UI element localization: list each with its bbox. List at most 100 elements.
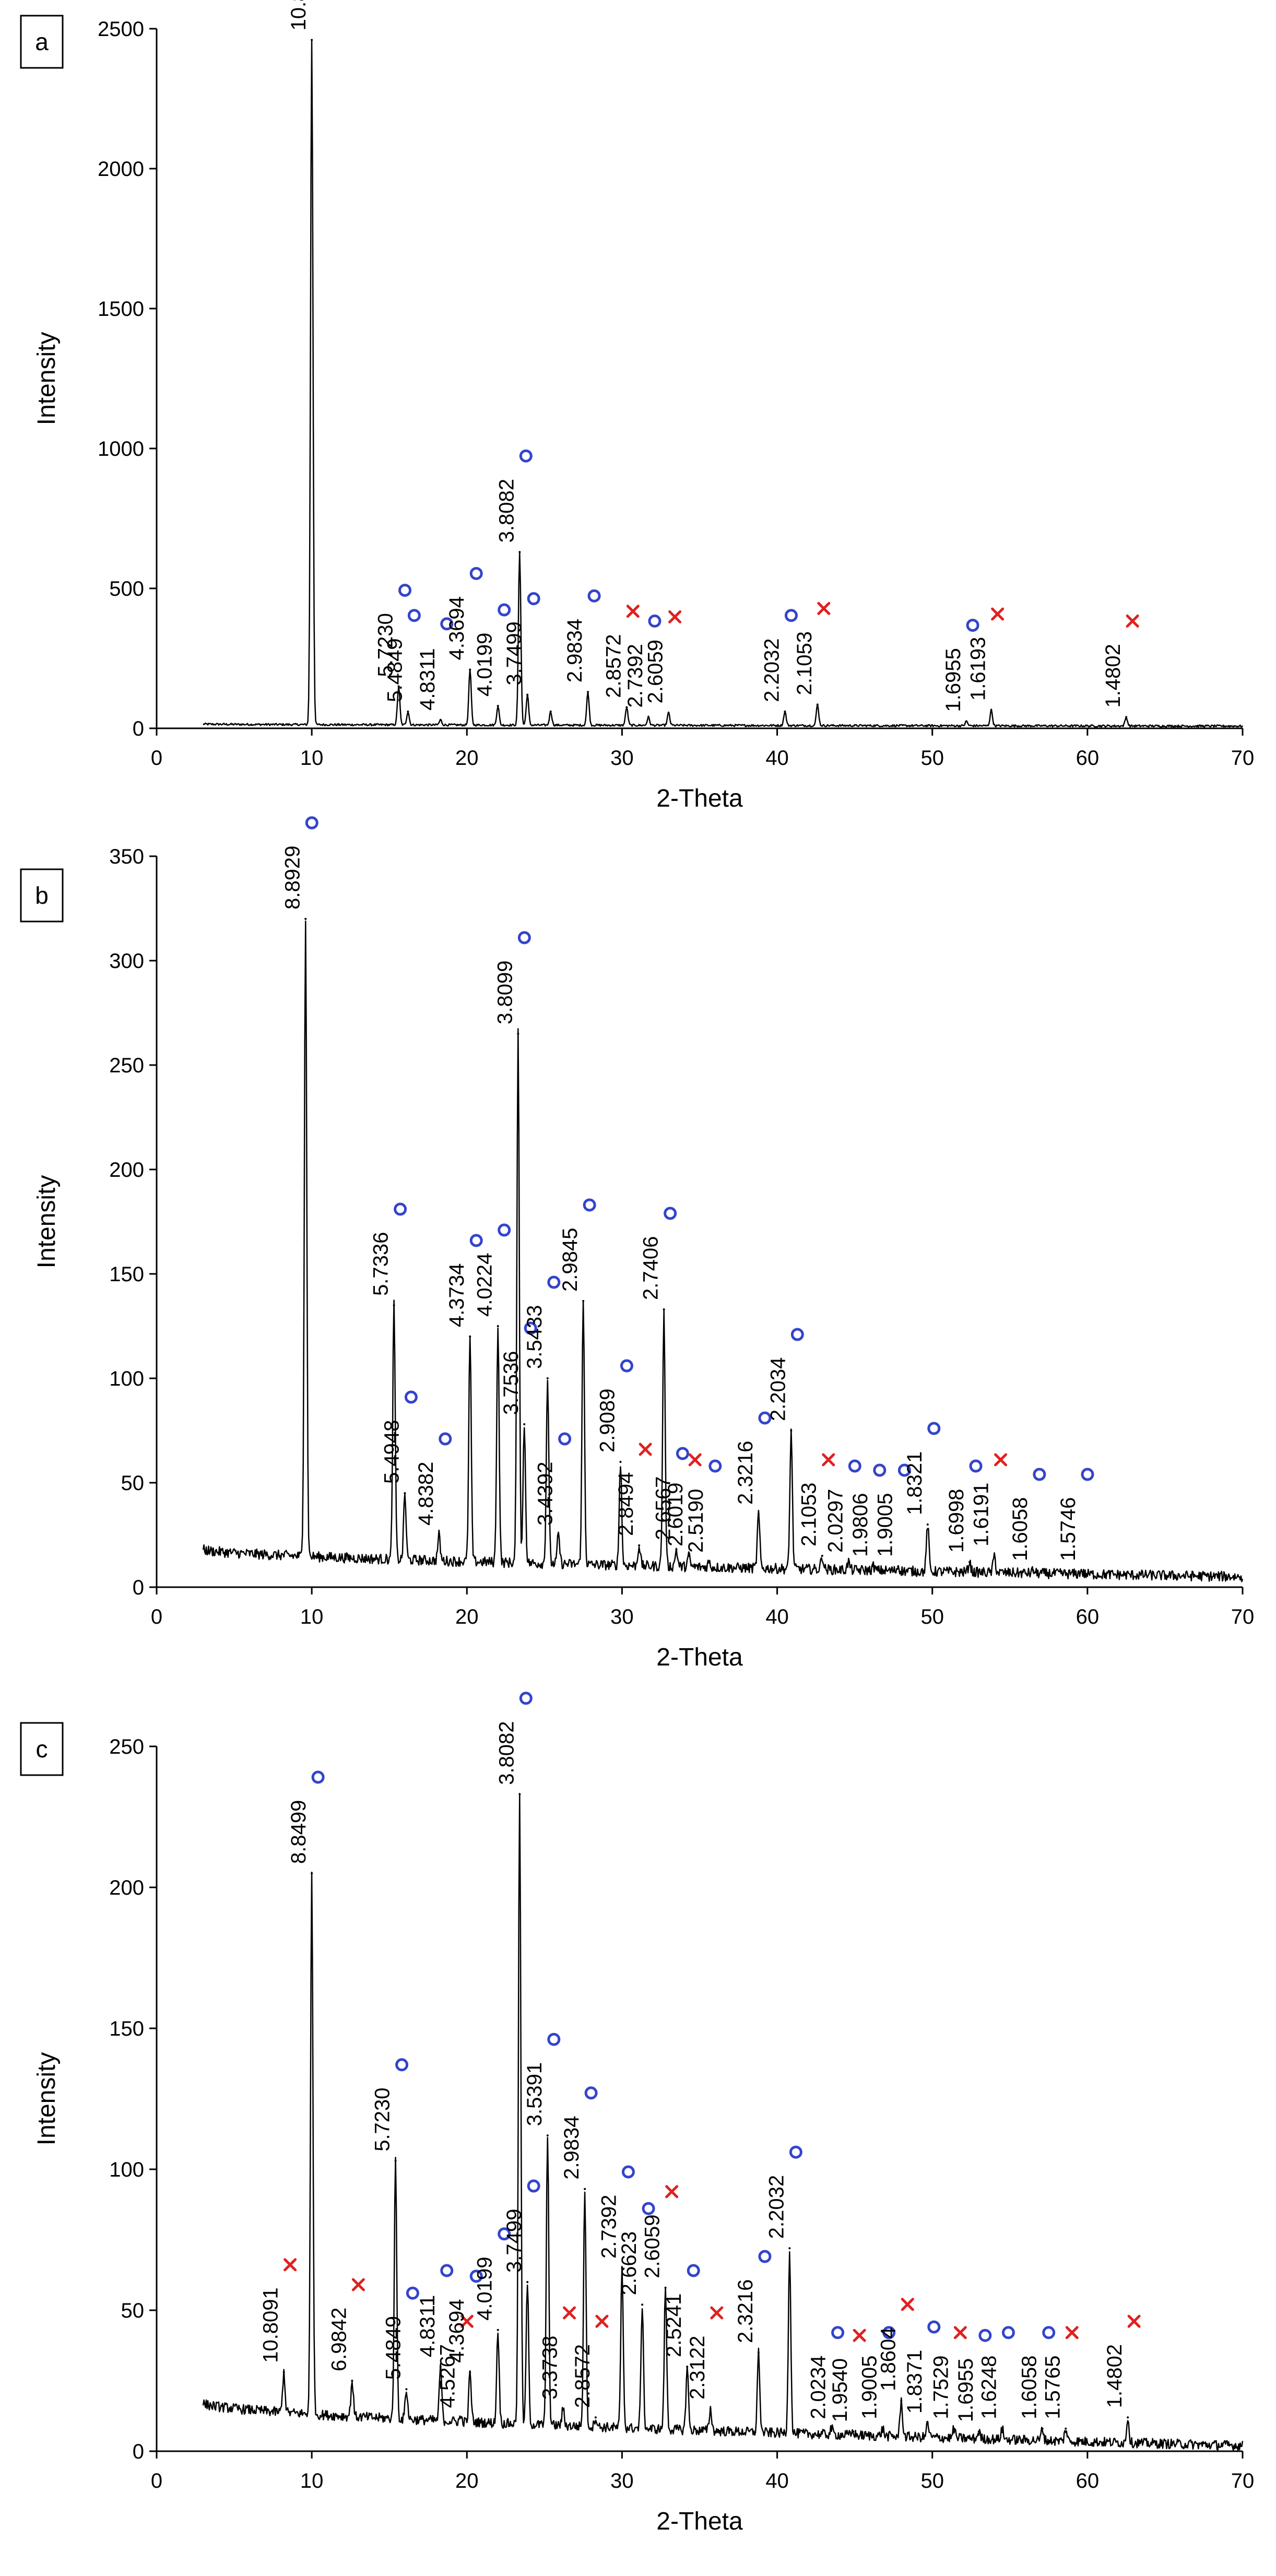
peak-label: 2.1053 (798, 1483, 821, 1546)
peak-label: 4.3694 (445, 2299, 468, 2362)
peak-point (523, 1423, 526, 1425)
peak-point (497, 1325, 499, 1327)
phase-o-marker (469, 2270, 483, 2283)
peak-label: 1.6248 (977, 2355, 1000, 2419)
phase-o-marker (664, 1207, 677, 1220)
x-tick-label: 10 (300, 2469, 324, 2492)
peak-label: 1.6193 (967, 637, 990, 701)
peak-label: 8.8929 (281, 846, 304, 909)
peak-label: 2.5241 (663, 2294, 686, 2357)
peak-label: 4.0199 (474, 633, 497, 696)
y-tick-label: 1500 (98, 298, 144, 321)
phase-o-marker (519, 1692, 533, 1705)
x-axis-title: 2-Theta (656, 2508, 743, 2535)
peak-point (526, 2281, 529, 2283)
peak-point (790, 1429, 793, 1432)
x-tick-label: 40 (765, 747, 789, 770)
peak-label: 1.5765 (1041, 2355, 1064, 2419)
peak-label: 2.9834 (563, 619, 586, 682)
peak-label: 3.7499 (503, 2209, 526, 2273)
peak-point (953, 2427, 955, 2430)
peak-point (469, 1336, 471, 1338)
peak-label: 2.2032 (765, 2175, 788, 2239)
y-tick-label: 350 (109, 845, 144, 868)
peak-label: 1.5746 (1057, 1497, 1080, 1561)
peak-point (497, 705, 499, 707)
peak-point (897, 1565, 900, 1567)
peak-point (816, 703, 819, 706)
phase-o-marker (587, 589, 601, 602)
peak-point (517, 1033, 519, 1035)
phase-o-marker (440, 2264, 454, 2277)
peak-point (594, 2416, 597, 2419)
peak-label: 1.8371 (903, 2350, 926, 2414)
phase-o-marker (676, 1447, 689, 1460)
phase-o-marker (969, 1459, 983, 1473)
phase-o-marker (790, 1328, 804, 1341)
peak-point (351, 2380, 353, 2382)
panel-tag: c (36, 1735, 48, 1763)
panel-tag-box (20, 868, 64, 923)
phase-o-marker (519, 449, 533, 463)
phase-o-marker (789, 2145, 802, 2159)
y-axis-title: Intensity (33, 1175, 61, 1269)
phase-o-marker (406, 2286, 419, 2300)
phase-x-marker (1065, 2326, 1079, 2339)
peak-label: 1.6058 (1018, 2355, 1041, 2419)
peak-point (469, 668, 471, 671)
phase-o-marker (1033, 1468, 1046, 1481)
phase-o-marker (648, 615, 661, 628)
x-tick-label: 50 (920, 747, 944, 770)
x-axis-title: 2-Theta (656, 785, 743, 812)
phase-x-marker (853, 2329, 866, 2342)
peak-point (663, 1308, 665, 1310)
peak-label: 5.7336 (370, 1232, 393, 1296)
peak-point (667, 712, 670, 714)
peak-label: 5.4849 (382, 2316, 405, 2380)
peak-point (518, 551, 521, 553)
peak-label: 1.9540 (829, 2358, 852, 2422)
phase-x-marker (688, 1453, 702, 1467)
phase-o-marker (407, 609, 421, 622)
y-tick-label: 100 (109, 1367, 144, 1390)
peak-point (546, 2134, 549, 2137)
peak-point (1125, 716, 1128, 718)
peak-point (304, 918, 307, 920)
phase-x-marker (994, 1453, 1008, 1467)
peak-point (686, 2366, 689, 2368)
phase-o-marker (831, 2326, 845, 2339)
peak-point (900, 2399, 903, 2402)
phase-o-marker (395, 2058, 409, 2072)
phase-o-marker (927, 1422, 941, 1435)
phase-o-marker (305, 816, 318, 830)
panel-b: b 0 50 100 150 200 250 300 350 0 10 20 30 40 50 60 70 2-T… (20, 816, 1254, 1671)
peak-point (993, 1555, 996, 1557)
peak-point (625, 706, 628, 708)
x-tick-label: 0 (151, 747, 162, 770)
phase-o-marker (708, 1459, 722, 1473)
peak-label: 4.8311 (416, 648, 439, 711)
peak-label: 1.8604 (877, 2327, 900, 2391)
x-tick-label: 60 (1076, 747, 1100, 770)
peak-point (394, 2159, 397, 2162)
y-tick-label: 2500 (98, 18, 144, 41)
peak-label: 2.7392 (624, 644, 647, 707)
phase-o-marker (527, 592, 540, 606)
peak-label: 1.6191 (970, 1483, 993, 1546)
x-tick-label: 20 (455, 747, 479, 770)
y-tick-label: 50 (121, 1472, 145, 1495)
phase-o-marker (621, 2165, 635, 2179)
peak-point (872, 1565, 875, 1567)
peak-point (582, 1300, 585, 1302)
peak-label: 5.4849 (383, 638, 406, 702)
phase-o-marker (873, 1463, 887, 1477)
peak-label: 1.9806 (849, 1493, 872, 1557)
y-tick-label: 150 (109, 1263, 144, 1286)
peak-label: 2.8572 (602, 634, 625, 698)
peak-point (688, 1555, 690, 1557)
x-tick-label: 70 (1231, 747, 1255, 770)
peak-label: 1.6955 (942, 648, 965, 712)
phase-x-marker (817, 601, 831, 615)
peak-point (1080, 1569, 1082, 1571)
peak-point (469, 2371, 471, 2373)
